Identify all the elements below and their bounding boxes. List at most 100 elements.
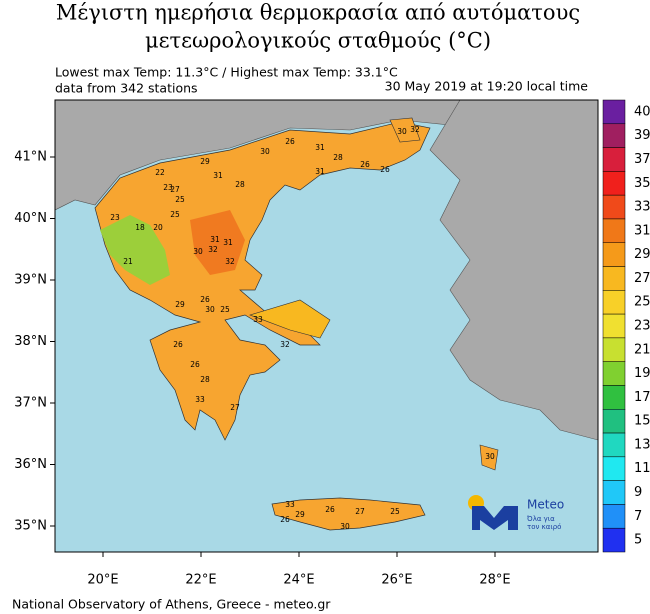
- station-value: 26: [280, 515, 290, 524]
- station-value: 26: [325, 505, 335, 514]
- colorbar-box: [602, 242, 626, 267]
- station-value: 28: [200, 375, 210, 384]
- station-value: 33: [253, 315, 263, 324]
- colorbar-label: 31: [634, 223, 650, 238]
- station-value: 18: [135, 223, 145, 232]
- colorbar-box: [602, 171, 626, 196]
- colorbar-label: 15: [634, 414, 650, 429]
- land-thrace: [389, 117, 421, 143]
- station-value: 20: [153, 223, 163, 232]
- lon-label: 22°E: [185, 573, 216, 588]
- station-value: 31: [315, 143, 325, 152]
- station-value: 32: [208, 245, 218, 254]
- station-value: 30: [485, 452, 495, 461]
- colorbar-label: 19: [634, 366, 650, 381]
- station-value: 26: [285, 137, 295, 146]
- station-value: 33: [195, 395, 205, 404]
- colorbar-box: [602, 313, 626, 339]
- colorbar-label: 40: [634, 104, 650, 119]
- cool-area: [100, 215, 170, 285]
- station-value: 22: [155, 168, 165, 177]
- land-rhodes: [479, 444, 499, 471]
- colorbar-box: [602, 194, 626, 220]
- station-value: 23: [110, 213, 120, 222]
- title: μετεωρολογικούς σταθμούς (°C): [145, 29, 491, 53]
- station-value: 27: [230, 403, 240, 412]
- title: Μέγιστη ημερήσια θερμοκρασία από αυτόματ…: [56, 1, 580, 25]
- station-value: 31: [213, 171, 223, 180]
- logo-name: Meteo: [527, 498, 564, 512]
- lat-label: 39°N: [14, 273, 47, 288]
- colorbar-box: [602, 480, 626, 505]
- hot-area: [190, 210, 245, 275]
- station-value: 26: [190, 360, 200, 369]
- station-value: 32: [280, 340, 290, 349]
- colorbar-label: 29: [634, 247, 650, 262]
- colorbar-box: [602, 361, 626, 386]
- colorbar-box: [602, 147, 626, 172]
- colorbar-box: [602, 527, 626, 553]
- colorbar-box: [602, 266, 626, 291]
- station-value: 25: [175, 195, 185, 204]
- station-value: 32: [225, 257, 235, 266]
- station-value: 31: [223, 238, 233, 247]
- station-value: 28: [333, 153, 343, 162]
- info-range: Lowest max Temp: 11.3°C / Highest max Te…: [55, 65, 398, 80]
- station-value: 29: [175, 300, 185, 309]
- colorbar-box: [602, 337, 626, 362]
- station-value: 33: [285, 500, 295, 509]
- station-value: 30: [340, 522, 350, 531]
- station-value: 27: [355, 507, 365, 516]
- lon-label: 20°E: [87, 573, 118, 588]
- colorbar-box: [602, 123, 626, 148]
- colorbar-box: [602, 385, 626, 410]
- colorbar-label: 7: [634, 509, 642, 524]
- logo-mark: [472, 506, 518, 530]
- land-crete: [271, 497, 426, 531]
- lon-label: 28°E: [479, 573, 510, 588]
- lat-label: 41°N: [14, 150, 47, 165]
- station-value: 25: [220, 305, 230, 314]
- lat-label: 40°N: [14, 211, 47, 226]
- station-value: 26: [380, 165, 390, 174]
- station-value: 28: [235, 180, 245, 189]
- colorbar-box: [602, 99, 626, 125]
- station-value: 31: [210, 235, 220, 244]
- station-value: 27: [170, 185, 180, 194]
- station-value: 29: [200, 157, 210, 166]
- colorbar-label: 13: [634, 437, 650, 452]
- station-value: 30: [205, 305, 215, 314]
- axes: 41°N 40°N 39°N 38°N 37°N 36°N 35°N 20°E 22°E 24°E…: [14, 150, 510, 588]
- colorbar-label: 17: [634, 390, 650, 405]
- colorbar-box: [602, 432, 626, 458]
- logo-tagline: τον καιρό: [527, 523, 561, 531]
- station-value: 31: [315, 167, 325, 176]
- land-turkey: [429, 100, 598, 441]
- logo-tagline: Όλα για: [526, 515, 555, 523]
- lon-label: 24°E: [283, 573, 314, 588]
- colorbar-box: [602, 456, 626, 481]
- colorbar-label: 33: [634, 200, 650, 215]
- colorbar-label: 25: [634, 295, 650, 310]
- colorbar-label: 23: [634, 319, 650, 334]
- colorbar-label: 11: [634, 461, 650, 476]
- station-value: 30: [193, 247, 203, 256]
- footer: National Observatory of Athens, Greece -…: [12, 597, 331, 612]
- station-value: 29: [295, 510, 305, 519]
- colorbar-label: 21: [634, 342, 650, 357]
- station-value: 30: [397, 127, 407, 136]
- colorbar-label: 37: [634, 152, 650, 167]
- colorbar: 40 39 37 35 33 31 29 27 25 23 21 19 17 15 13 11 9 7 5: [602, 99, 650, 553]
- info-time: 30 May 2019 at 19:20 local time: [385, 79, 589, 94]
- colorbar-label: 35: [634, 176, 650, 191]
- land-greece: [94, 121, 431, 441]
- lat-label: 35°N: [14, 519, 47, 534]
- colorbar-box: [602, 504, 626, 529]
- colorbar-label: 39: [634, 128, 650, 143]
- colorbar-box: [602, 290, 626, 315]
- colorbar-box: [602, 409, 626, 434]
